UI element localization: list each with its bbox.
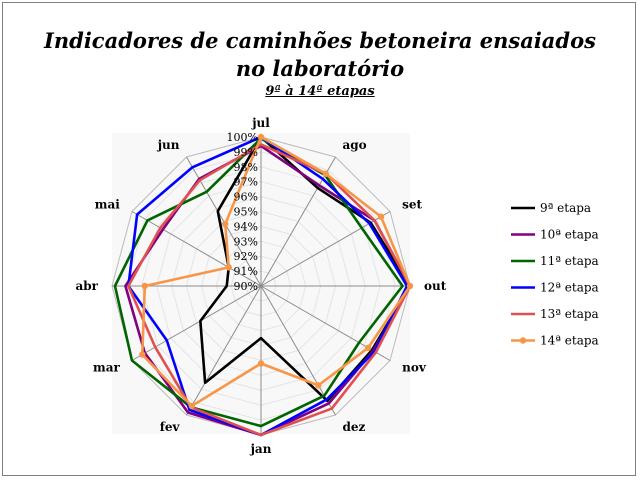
category-label: mai: [95, 198, 120, 212]
category-label: jan: [250, 442, 272, 456]
category-label: jul: [251, 116, 270, 130]
category-label: dez: [343, 420, 366, 434]
radar-spoke: [186, 285, 262, 416]
chart-subtitle: 9ª à 14ª etapas: [265, 84, 375, 99]
category-label: mar: [93, 361, 120, 375]
tick-label: 91%: [234, 265, 258, 278]
series-point: [257, 133, 265, 141]
tick-label: 93%: [234, 235, 258, 248]
category-label: out: [424, 279, 447, 293]
category-label: nov: [402, 361, 427, 375]
legend: 9ª etapa 10ª etapa 11ª etapa 12ª etapa 13ª e…: [511, 201, 599, 348]
legend-label: 14ª etapa: [540, 334, 599, 348]
chart-title-line2: no laboratório: [235, 56, 405, 81]
series-line: [127, 143, 412, 437]
series-point: [315, 382, 322, 389]
tick-label: 100%: [227, 131, 258, 144]
radar-spoke: [131, 285, 262, 361]
radar-spoke: [131, 211, 262, 287]
tick-label: 90%: [234, 280, 258, 293]
series-point: [141, 282, 148, 290]
category-label: ago: [343, 138, 367, 152]
radar-series: [113, 133, 414, 437]
legend-label: 13ª etapa: [540, 307, 599, 321]
radial-tick-labels: 90% 91% 92% 93% 94%95% 96% 97% 98% 99% 100%: [227, 131, 258, 293]
category-label: fev: [160, 420, 181, 434]
legend-label: 10ª etapa: [540, 228, 599, 242]
tick-label: 94%: [234, 220, 258, 233]
series-point: [377, 213, 385, 220]
series-point: [257, 360, 265, 367]
tick-label: 96%: [234, 191, 258, 204]
tick-label: 92%: [234, 250, 258, 263]
series-point: [364, 344, 372, 352]
series-point: [139, 351, 146, 358]
category-label: abr: [76, 279, 99, 293]
tick-label: 97%: [234, 176, 258, 189]
category-labels: jul ago set out nov dez jan fev mar abr mai jun: [76, 116, 447, 456]
chart-title: Indicadores de caminhões betoneira ensai…: [44, 28, 596, 53]
legend-label: 11ª etapa: [540, 254, 599, 268]
radar-spoke: [260, 285, 336, 416]
tick-label: 95%: [234, 206, 258, 219]
category-label: jun: [157, 138, 180, 152]
series-point: [222, 220, 229, 228]
chart-frame: [2, 2, 636, 476]
series-point: [225, 264, 232, 271]
legend-label: 9ª etapa: [540, 201, 591, 215]
tick-label: 98%: [234, 161, 258, 174]
series-point: [406, 282, 414, 290]
series-point: [322, 170, 330, 177]
tick-label: 99%: [234, 146, 258, 159]
legend-label: 12ª etapa: [540, 281, 599, 295]
legend-marker: [519, 337, 527, 344]
series-point: [188, 402, 195, 410]
series-line: [113, 137, 404, 428]
category-label: set: [402, 198, 422, 212]
